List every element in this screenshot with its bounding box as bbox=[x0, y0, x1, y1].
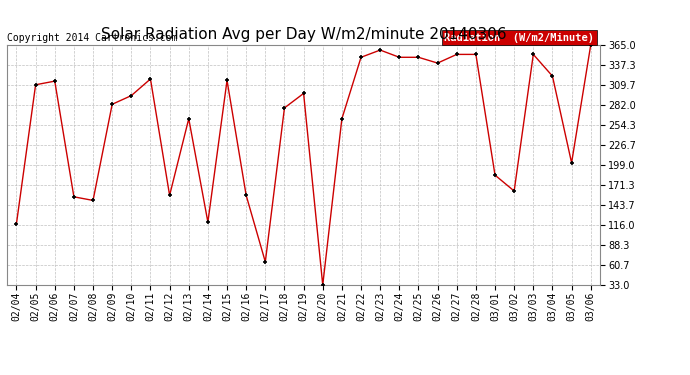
Point bbox=[298, 90, 309, 96]
Point bbox=[49, 78, 60, 84]
Point bbox=[432, 60, 443, 66]
Point bbox=[585, 42, 596, 48]
Point bbox=[68, 194, 79, 200]
Point bbox=[202, 219, 213, 225]
Point bbox=[107, 101, 118, 107]
Point bbox=[413, 54, 424, 60]
Point bbox=[355, 54, 366, 60]
Point bbox=[221, 77, 233, 83]
Text: Radiation  (W/m2/Minute): Radiation (W/m2/Minute) bbox=[444, 33, 594, 43]
Point bbox=[528, 51, 539, 57]
Point bbox=[30, 82, 41, 88]
Point bbox=[126, 93, 137, 99]
Point bbox=[88, 197, 99, 203]
Point bbox=[547, 73, 558, 79]
Point bbox=[241, 192, 252, 198]
Point bbox=[279, 105, 290, 111]
Point bbox=[489, 172, 500, 178]
Point bbox=[184, 116, 195, 122]
Point bbox=[317, 282, 328, 288]
Point bbox=[451, 51, 462, 57]
Point bbox=[566, 160, 577, 166]
Point bbox=[145, 76, 156, 82]
Title: Solar Radiation Avg per Day W/m2/minute 20140306: Solar Radiation Avg per Day W/m2/minute … bbox=[101, 27, 506, 42]
Point bbox=[509, 188, 520, 194]
Point bbox=[375, 47, 386, 53]
Point bbox=[164, 192, 175, 198]
Point bbox=[471, 51, 482, 57]
Point bbox=[260, 259, 271, 265]
Point bbox=[336, 116, 347, 122]
Point bbox=[394, 54, 405, 60]
Point bbox=[11, 220, 22, 226]
Text: Copyright 2014 Cartronics.com: Copyright 2014 Cartronics.com bbox=[7, 33, 177, 43]
